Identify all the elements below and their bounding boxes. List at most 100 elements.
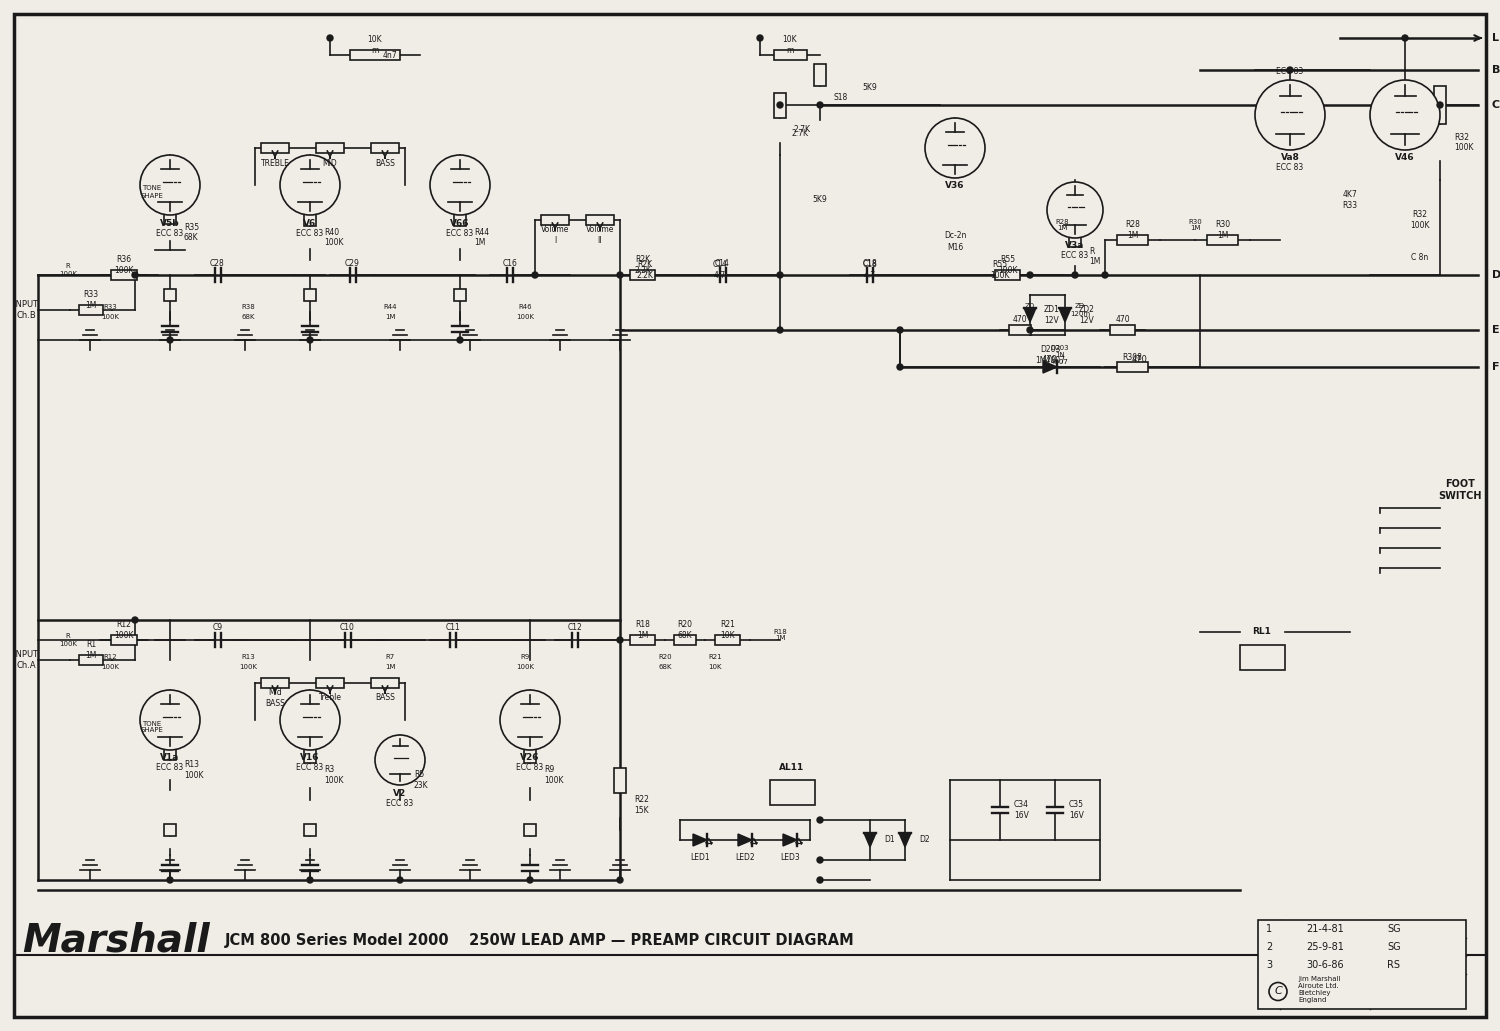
Text: Va8: Va8 <box>1281 154 1299 163</box>
Text: V26: V26 <box>520 754 540 763</box>
Text: 4n7: 4n7 <box>382 51 398 60</box>
Circle shape <box>1102 272 1108 278</box>
Text: ECC 83: ECC 83 <box>516 764 543 772</box>
Text: R21
10K: R21 10K <box>720 621 735 639</box>
Circle shape <box>1072 272 1078 278</box>
Bar <box>304 737 316 763</box>
Text: Volume
II: Volume II <box>586 226 613 244</box>
Circle shape <box>132 272 138 278</box>
Text: INPUT
Ch.B: INPUT Ch.B <box>13 300 39 320</box>
Text: TREBLE: TREBLE <box>261 159 290 167</box>
Text: C16: C16 <box>503 259 518 267</box>
Circle shape <box>1370 80 1440 149</box>
Text: LED1: LED1 <box>690 854 709 863</box>
Text: R9
100K: R9 100K <box>544 765 564 785</box>
Bar <box>370 143 399 153</box>
Bar <box>630 270 656 280</box>
Text: V6: V6 <box>303 219 316 228</box>
Text: 100K: 100K <box>238 664 256 670</box>
Text: R18
1M: R18 1M <box>772 629 788 641</box>
Bar <box>111 270 136 280</box>
Text: 5K9: 5K9 <box>813 196 828 204</box>
Bar <box>994 270 1020 280</box>
Bar <box>770 780 814 805</box>
Circle shape <box>1256 80 1324 149</box>
Text: 100K: 100K <box>516 314 534 320</box>
Text: C18: C18 <box>862 259 877 267</box>
Text: 100K: 100K <box>100 664 118 670</box>
Circle shape <box>818 877 824 883</box>
Text: TONE
SHAPE: TONE SHAPE <box>141 186 164 199</box>
Bar <box>1258 920 1466 1009</box>
Circle shape <box>926 118 986 178</box>
Circle shape <box>777 272 783 278</box>
Bar <box>394 750 406 770</box>
Text: 25-9-81: 25-9-81 <box>1306 942 1344 952</box>
Text: C35
16V: C35 16V <box>1070 800 1084 820</box>
Bar <box>261 678 290 688</box>
Circle shape <box>897 364 903 370</box>
Text: R13
100K: R13 100K <box>184 760 204 779</box>
Circle shape <box>327 35 333 41</box>
Circle shape <box>818 857 824 863</box>
Text: R28
1M: R28 1M <box>1054 219 1070 232</box>
Text: TONE
SHAPE: TONE SHAPE <box>141 721 164 733</box>
Bar <box>454 290 466 301</box>
Polygon shape <box>1042 361 1058 373</box>
Text: C14
4.7: C14 4.7 <box>712 260 728 279</box>
Text: 470: 470 <box>1114 315 1130 325</box>
Bar <box>164 206 176 224</box>
Circle shape <box>398 877 404 883</box>
Text: RL1: RL1 <box>1252 628 1272 636</box>
Circle shape <box>280 690 340 750</box>
Text: C34
16V: C34 16V <box>1014 800 1029 820</box>
Text: ECC 83: ECC 83 <box>387 798 414 807</box>
Text: Treble: Treble <box>318 694 342 702</box>
Bar <box>304 824 316 836</box>
Circle shape <box>1028 327 1033 333</box>
Text: R9: R9 <box>520 654 530 660</box>
Text: D203
1N4007: D203 1N4007 <box>1035 345 1065 365</box>
Polygon shape <box>1024 308 1036 322</box>
Text: BASS: BASS <box>375 694 394 702</box>
Text: R40
100K: R40 100K <box>324 228 344 247</box>
Circle shape <box>616 637 622 643</box>
Text: R32
100K: R32 100K <box>1410 210 1430 230</box>
Text: FOOT
SWITCH: FOOT SWITCH <box>1438 479 1482 501</box>
Text: F: F <box>1492 362 1500 372</box>
Bar <box>164 290 176 301</box>
Bar <box>164 740 176 760</box>
Text: 5K9: 5K9 <box>862 84 877 93</box>
Text: R308: R308 <box>1122 353 1143 362</box>
Text: R36
100K: R36 100K <box>114 256 134 274</box>
Text: V5b: V5b <box>160 219 180 228</box>
Bar <box>1118 362 1148 372</box>
Text: R7: R7 <box>386 654 394 660</box>
Text: R13: R13 <box>242 654 255 660</box>
Text: ZD2
12V: ZD2 12V <box>1078 305 1095 325</box>
Text: 470: 470 <box>1013 315 1028 325</box>
Text: C29: C29 <box>345 259 360 267</box>
Text: JCM 800 Series Model 2000    250W LEAD AMP — PREAMP CIRCUIT DIAGRAM: JCM 800 Series Model 2000 250W LEAD AMP … <box>225 932 855 947</box>
Polygon shape <box>898 833 910 847</box>
Text: LED3: LED3 <box>780 854 800 863</box>
Text: R30
1M: R30 1M <box>1215 221 1230 239</box>
Bar <box>630 635 656 645</box>
Text: ECC 83: ECC 83 <box>297 229 324 237</box>
Text: R30
1M: R30 1M <box>1188 219 1202 232</box>
Bar <box>164 824 176 836</box>
Text: B: B <box>1492 65 1500 75</box>
Text: V46: V46 <box>1395 154 1414 163</box>
Text: 100K: 100K <box>100 314 118 320</box>
Text: ZD1
12V: ZD1 12V <box>1044 305 1060 325</box>
Bar <box>1208 235 1237 245</box>
Text: R5
23K: R5 23K <box>414 770 429 790</box>
Circle shape <box>1287 67 1293 73</box>
Text: SG: SG <box>1388 924 1401 934</box>
Circle shape <box>308 877 314 883</box>
Bar <box>80 655 102 665</box>
Text: 2: 2 <box>1266 942 1272 952</box>
Text: R2K
2.2K: R2K 2.2K <box>634 256 651 274</box>
Text: C11: C11 <box>446 624 460 632</box>
Bar <box>1118 235 1148 245</box>
